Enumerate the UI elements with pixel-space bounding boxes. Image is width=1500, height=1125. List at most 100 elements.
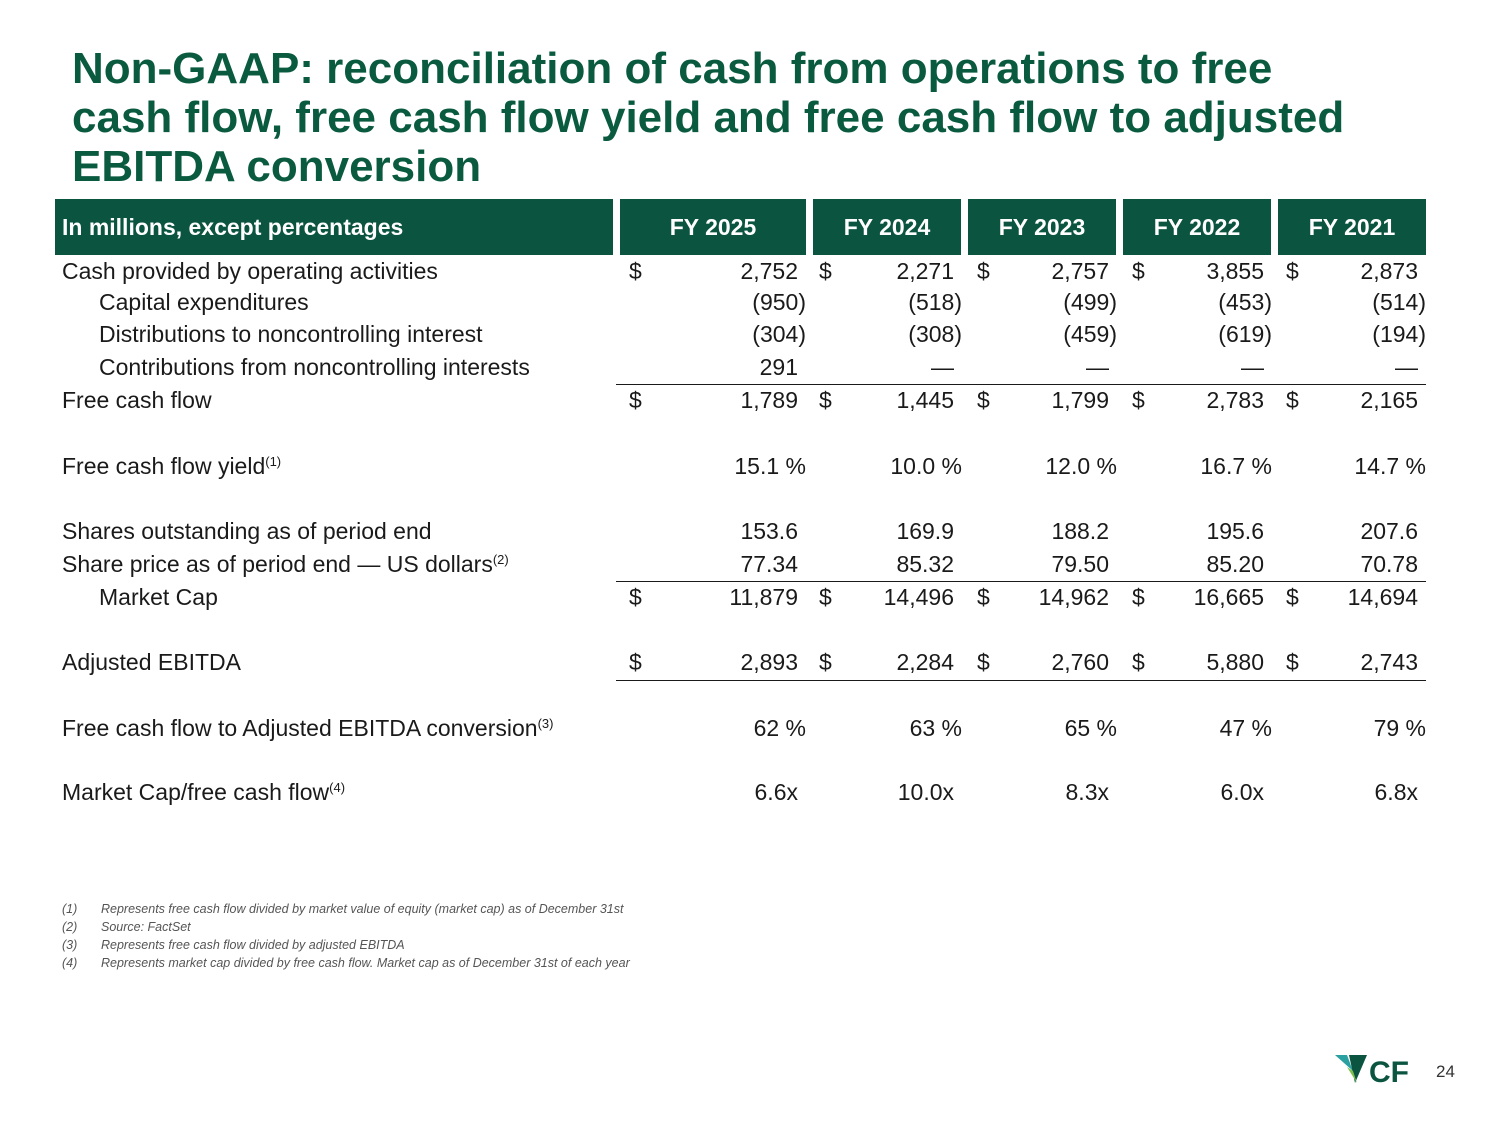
table-cell: 2,743 <box>1360 649 1418 675</box>
table-cell: — <box>931 354 954 380</box>
currency-symbol: $ <box>1286 649 1299 675</box>
footnote: (4) Represents market cap divided by free… <box>62 956 630 970</box>
table-cell: 2,783 <box>1206 387 1264 413</box>
row-label: Adjusted EBITDA <box>62 649 241 675</box>
logo-text: CF <box>1369 1056 1409 1089</box>
subtotal-rule <box>616 384 1426 385</box>
table-cell: 85.32 <box>896 551 954 577</box>
currency-symbol: $ <box>629 387 642 413</box>
currency-symbol: $ <box>629 584 642 610</box>
title-line-3: EBITDA conversion <box>72 142 482 191</box>
table-cell: 6.8x <box>1374 779 1418 805</box>
table-cell: 85.20 <box>1206 551 1264 577</box>
row-label: Cash provided by operating activities <box>62 258 438 284</box>
table-cell: 16,665 <box>1193 584 1264 610</box>
footnote-ref: (1) <box>265 454 282 469</box>
row-label: Shares outstanding as of period end <box>62 518 432 544</box>
table-cell: (194) <box>1372 321 1426 347</box>
table-cell: 195.6 <box>1206 518 1264 544</box>
footnotes: (1) Represents free cash flow divided by … <box>62 900 630 972</box>
row-label: Distributions to noncontrolling interest <box>99 321 483 347</box>
footnote: (1) Represents free cash flow divided by … <box>62 902 624 916</box>
currency-symbol: $ <box>1132 649 1145 675</box>
row-label: Share price as of period end — US dollar… <box>62 551 509 577</box>
table-cell: 2,752 <box>740 258 798 284</box>
table-cell: 2,760 <box>1051 649 1109 675</box>
table-cell: 153.6 <box>740 518 798 544</box>
title-line-2: cash flow, free cash flow yield and free… <box>72 93 1345 142</box>
table-cell: — <box>1241 354 1264 380</box>
table-cell: 16.7 % <box>1200 453 1272 479</box>
currency-symbol: $ <box>977 584 990 610</box>
table-cell: 65 % <box>1064 715 1117 741</box>
footnote: (2) Source: FactSet <box>62 920 191 934</box>
column-header: FY 2021 <box>1278 199 1426 255</box>
table-cell: 2,271 <box>896 258 954 284</box>
table-cell: 10.0x <box>897 779 954 805</box>
currency-symbol: $ <box>1132 387 1145 413</box>
table-cell: 6.6x <box>754 779 798 805</box>
table-cell: 188.2 <box>1051 518 1109 544</box>
currency-symbol: $ <box>819 258 832 284</box>
table-cell: — <box>1395 354 1418 380</box>
table-cell: (499) <box>1063 289 1117 315</box>
cf-logo: CF <box>1335 1055 1409 1089</box>
table-cell: (308) <box>908 321 962 347</box>
table-cell: 14,962 <box>1038 584 1109 610</box>
subtotal-rule <box>616 581 1426 582</box>
column-header: FY 2022 <box>1123 199 1271 255</box>
table-cell: 63 % <box>909 715 962 741</box>
table-cell: 2,873 <box>1360 258 1418 284</box>
table-cell: 5,880 <box>1206 649 1264 675</box>
logo-mark-icon <box>1335 1055 1353 1071</box>
table-cell: 3,855 <box>1206 258 1264 284</box>
footnote-ref: (2) <box>492 552 509 567</box>
row-label: Market Cap <box>99 584 218 610</box>
table-cell: 79.50 <box>1051 551 1109 577</box>
title-line-1: Non-GAAP: reconciliation of cash from op… <box>72 44 1273 93</box>
table-cell: 6.0x <box>1220 779 1264 805</box>
table-cell: (459) <box>1063 321 1117 347</box>
page-title: Non-GAAP: reconciliation of cash from op… <box>72 44 1432 191</box>
table-cell: 2,284 <box>896 649 954 675</box>
table-cell: (518) <box>908 289 962 315</box>
table-cell: 2,757 <box>1051 258 1109 284</box>
table-cell: 1,799 <box>1051 387 1109 413</box>
table-cell: — <box>1086 354 1109 380</box>
table-cell: (514) <box>1372 289 1426 315</box>
currency-symbol: $ <box>1286 258 1299 284</box>
footnote: (3) Represents free cash flow divided by … <box>62 938 405 952</box>
table-cell: 62 % <box>753 715 806 741</box>
currency-symbol: $ <box>819 649 832 675</box>
currency-symbol: $ <box>1286 584 1299 610</box>
currency-symbol: $ <box>629 258 642 284</box>
footnote-ref: (3) <box>537 716 554 731</box>
currency-symbol: $ <box>1132 584 1145 610</box>
table-cell: 14,694 <box>1347 584 1418 610</box>
row-label: Market Cap/free cash flow(4) <box>62 779 346 805</box>
page-number: 24 <box>1436 1062 1455 1081</box>
table-cell: 1,789 <box>740 387 798 413</box>
row-label: Free cash flow to Adjusted EBITDA conver… <box>62 715 554 741</box>
subtotal-rule <box>616 680 1426 681</box>
table-cell: 169.9 <box>896 518 954 544</box>
currency-symbol: $ <box>819 584 832 610</box>
table-cell: 2,893 <box>740 649 798 675</box>
column-header: FY 2024 <box>813 199 961 255</box>
table-header-label: In millions, except percentages <box>55 199 613 255</box>
currency-symbol: $ <box>1286 387 1299 413</box>
table-cell: 14.7 % <box>1354 453 1426 479</box>
table-cell: (453) <box>1218 289 1272 315</box>
table-cell: 11,879 <box>729 584 798 610</box>
table-cell: 1,445 <box>896 387 954 413</box>
table-cell: 70.78 <box>1360 551 1418 577</box>
table-cell: 47 % <box>1219 715 1272 741</box>
table-cell: 15.1 % <box>734 453 806 479</box>
currency-symbol: $ <box>819 387 832 413</box>
table-cell: 77.34 <box>740 551 798 577</box>
table-cell: 12.0 % <box>1045 453 1117 479</box>
currency-symbol: $ <box>629 649 642 675</box>
currency-symbol: $ <box>977 258 990 284</box>
currency-symbol: $ <box>1132 258 1145 284</box>
table-cell: (950) <box>752 289 806 315</box>
